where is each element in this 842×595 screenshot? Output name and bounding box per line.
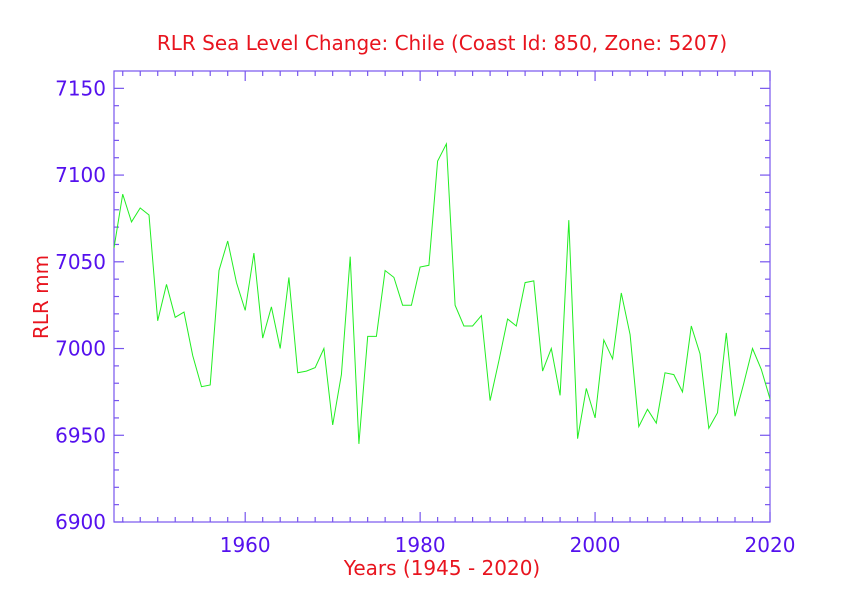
x-tick-label: 2020 [745,533,796,557]
y-tick-label: 7100 [55,163,106,187]
minor-ticks [114,71,770,522]
chart-title: RLR Sea Level Change: Chile (Coast Id: 8… [157,31,727,55]
x-tick-label: 1960 [220,533,271,557]
x-axis-label: Years (1945 - 2020) [343,556,540,580]
plot-frame [113,70,771,523]
sea-level-series-line [113,142,771,444]
y-tick-label: 6950 [55,423,106,447]
y-tick-label: 7150 [55,76,106,100]
y-tick-label: 7050 [55,250,106,274]
x-tick-label: 1980 [395,533,446,557]
y-tick-label: 6900 [55,510,106,534]
major-ticks [114,71,771,523]
tick-labels: 1960 1980 2000 2020 6900 6950 7000 7050 7100 7150 [55,76,795,557]
y-axis-label: RLR mm [29,255,53,339]
data-points [113,143,771,445]
y-tick-label: 7000 [55,337,106,361]
x-tick-label: 2000 [570,533,621,557]
